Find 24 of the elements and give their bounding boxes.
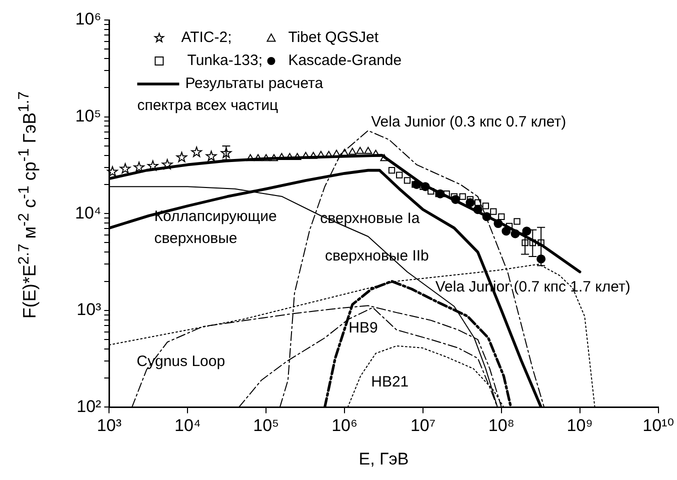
x-tick-label: 10¹⁰ (642, 416, 674, 436)
legend-label: Результаты расчета спектра всех частиц (137, 75, 324, 114)
x-tick-label: 10⁶ (332, 416, 358, 436)
x-tick-label: 10⁴ (174, 416, 201, 436)
legend-label: ATIC-2; (181, 29, 232, 46)
annotation: Vela Junior (0.3 кпс 0.7 клет) (371, 113, 566, 130)
x-tick-label: 10⁸ (488, 416, 514, 436)
x-tick-label: 10³ (96, 416, 122, 436)
annotation: Cygnus Loop (136, 353, 226, 370)
y-tick-label: 10⁵ (75, 106, 102, 126)
legend-label: Tunka-133; (187, 52, 263, 70)
y-tick-label: 10⁶ (75, 10, 102, 29)
legend-label: Kascade-Grande (288, 52, 402, 70)
annotation: Коллапсирующие сверхновые (154, 208, 277, 247)
x-tick-label: 10⁷ (410, 416, 436, 436)
y-tick-label: 10³ (76, 300, 102, 320)
x-axis-title: E, ГэВ (358, 449, 409, 468)
legend-label: Tibet QGSJet (288, 29, 380, 46)
y-tick-label: 10⁴ (74, 203, 102, 222)
annotation: HB21 (371, 374, 409, 391)
y-tick-label: 10² (76, 396, 102, 416)
x-tick-label: 10⁹ (566, 416, 593, 436)
annotation: HB9 (348, 320, 378, 337)
x-tick-label: 10⁵ (253, 416, 280, 436)
